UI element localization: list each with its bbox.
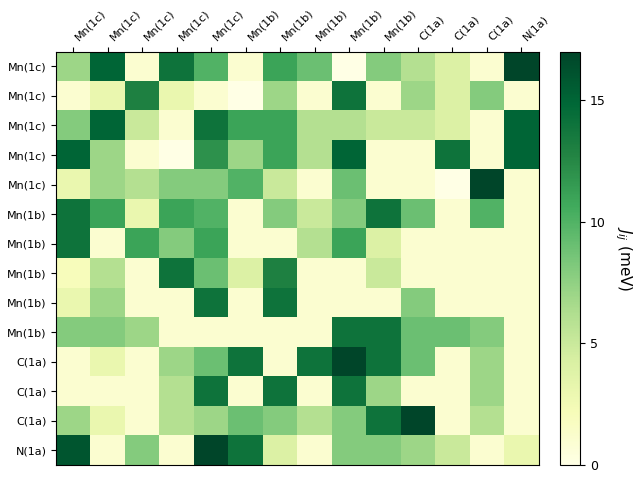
- Y-axis label: $J_{ij}$ (meV): $J_{ij}$ (meV): [613, 226, 634, 291]
